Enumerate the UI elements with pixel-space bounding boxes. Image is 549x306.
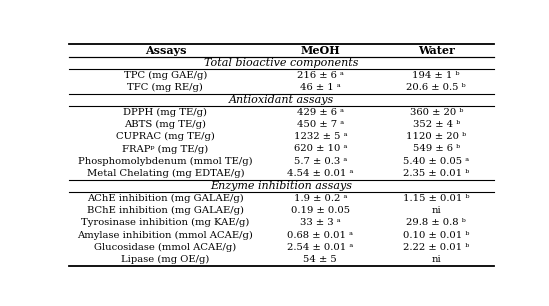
Text: 194 ± 1 ᵇ: 194 ± 1 ᵇ [412, 71, 460, 80]
Text: 1.15 ± 0.01 ᵇ: 1.15 ± 0.01 ᵇ [403, 194, 469, 203]
Text: 2.22 ± 0.01 ᵇ: 2.22 ± 0.01 ᵇ [403, 243, 469, 252]
Text: 0.68 ± 0.01 ᵃ: 0.68 ± 0.01 ᵃ [287, 231, 354, 240]
Text: ABTS (mg TE/g): ABTS (mg TE/g) [125, 120, 206, 129]
Text: Phosphomolybdenum (mmol TE/g): Phosphomolybdenum (mmol TE/g) [78, 157, 253, 166]
Text: 0.19 ± 0.05: 0.19 ± 0.05 [291, 206, 350, 215]
Text: ni: ni [432, 206, 441, 215]
Text: Total bioactive components: Total bioactive components [204, 58, 358, 68]
Text: AChE inhibition (mg GALAE/g): AChE inhibition (mg GALAE/g) [87, 194, 244, 203]
Text: 2.54 ± 0.01 ᵃ: 2.54 ± 0.01 ᵃ [287, 243, 354, 252]
Text: Water: Water [418, 45, 455, 56]
Text: Amylase inhibition (mmol ACAE/g): Amylase inhibition (mmol ACAE/g) [77, 230, 253, 240]
Text: Assays: Assays [145, 45, 186, 56]
Text: 54 ± 5: 54 ± 5 [304, 255, 337, 264]
Text: Glucosidase (mmol ACAE/g): Glucosidase (mmol ACAE/g) [94, 243, 237, 252]
Text: ni: ni [432, 255, 441, 264]
Text: DPPH (mg TE/g): DPPH (mg TE/g) [124, 107, 208, 117]
Text: 46 ± 1 ᵃ: 46 ± 1 ᵃ [300, 83, 341, 92]
Text: 29.8 ± 0.8 ᵇ: 29.8 ± 0.8 ᵇ [406, 218, 466, 227]
Text: CUPRAC (mg TE/g): CUPRAC (mg TE/g) [116, 132, 215, 141]
Text: 360 ± 20 ᵇ: 360 ± 20 ᵇ [410, 108, 463, 117]
Text: TFC (mg RE/g): TFC (mg RE/g) [127, 83, 203, 92]
Text: 549 ± 6 ᵇ: 549 ± 6 ᵇ [413, 144, 460, 154]
Text: TPC (mg GAE/g): TPC (mg GAE/g) [124, 71, 207, 80]
Text: Metal Chelating (mg EDTAE/g): Metal Chelating (mg EDTAE/g) [87, 169, 244, 178]
Text: 1232 ± 5 ᵃ: 1232 ± 5 ᵃ [294, 132, 347, 141]
Text: Antioxidant assays: Antioxidant assays [229, 95, 334, 105]
Text: 5.7 ± 0.3 ᵃ: 5.7 ± 0.3 ᵃ [294, 157, 347, 166]
Text: BChE inhibition (mg GALAE/g): BChE inhibition (mg GALAE/g) [87, 206, 244, 215]
Text: 4.54 ± 0.01 ᵃ: 4.54 ± 0.01 ᵃ [287, 169, 354, 178]
Text: 1.9 ± 0.2 ᵃ: 1.9 ± 0.2 ᵃ [294, 194, 347, 203]
Text: Enzyme inhibition assays: Enzyme inhibition assays [210, 181, 352, 191]
Text: Tyrosinase inhibition (mg KAE/g): Tyrosinase inhibition (mg KAE/g) [81, 218, 250, 227]
Text: 33 ± 3 ᵃ: 33 ± 3 ᵃ [300, 218, 340, 227]
Text: MeOH: MeOH [300, 45, 340, 56]
Text: 0.10 ± 0.01 ᵇ: 0.10 ± 0.01 ᵇ [403, 231, 469, 240]
Text: 20.6 ± 0.5 ᵇ: 20.6 ± 0.5 ᵇ [406, 83, 466, 92]
Text: 216 ± 6 ᵃ: 216 ± 6 ᵃ [297, 71, 344, 80]
Text: 620 ± 10 ᵃ: 620 ± 10 ᵃ [294, 144, 347, 154]
Text: 2.35 ± 0.01 ᵇ: 2.35 ± 0.01 ᵇ [403, 169, 469, 178]
Text: 352 ± 4 ᵇ: 352 ± 4 ᵇ [413, 120, 460, 129]
Text: FRAPᵖ (mg TE/g): FRAPᵖ (mg TE/g) [122, 144, 209, 154]
Text: 429 ± 6 ᵃ: 429 ± 6 ᵃ [297, 108, 344, 117]
Text: Lipase (mg OE/g): Lipase (mg OE/g) [121, 255, 210, 264]
Text: 5.40 ± 0.05 ᵃ: 5.40 ± 0.05 ᵃ [403, 157, 469, 166]
Text: 450 ± 7 ᵃ: 450 ± 7 ᵃ [296, 120, 344, 129]
Text: 1120 ± 20 ᵇ: 1120 ± 20 ᵇ [406, 132, 466, 141]
